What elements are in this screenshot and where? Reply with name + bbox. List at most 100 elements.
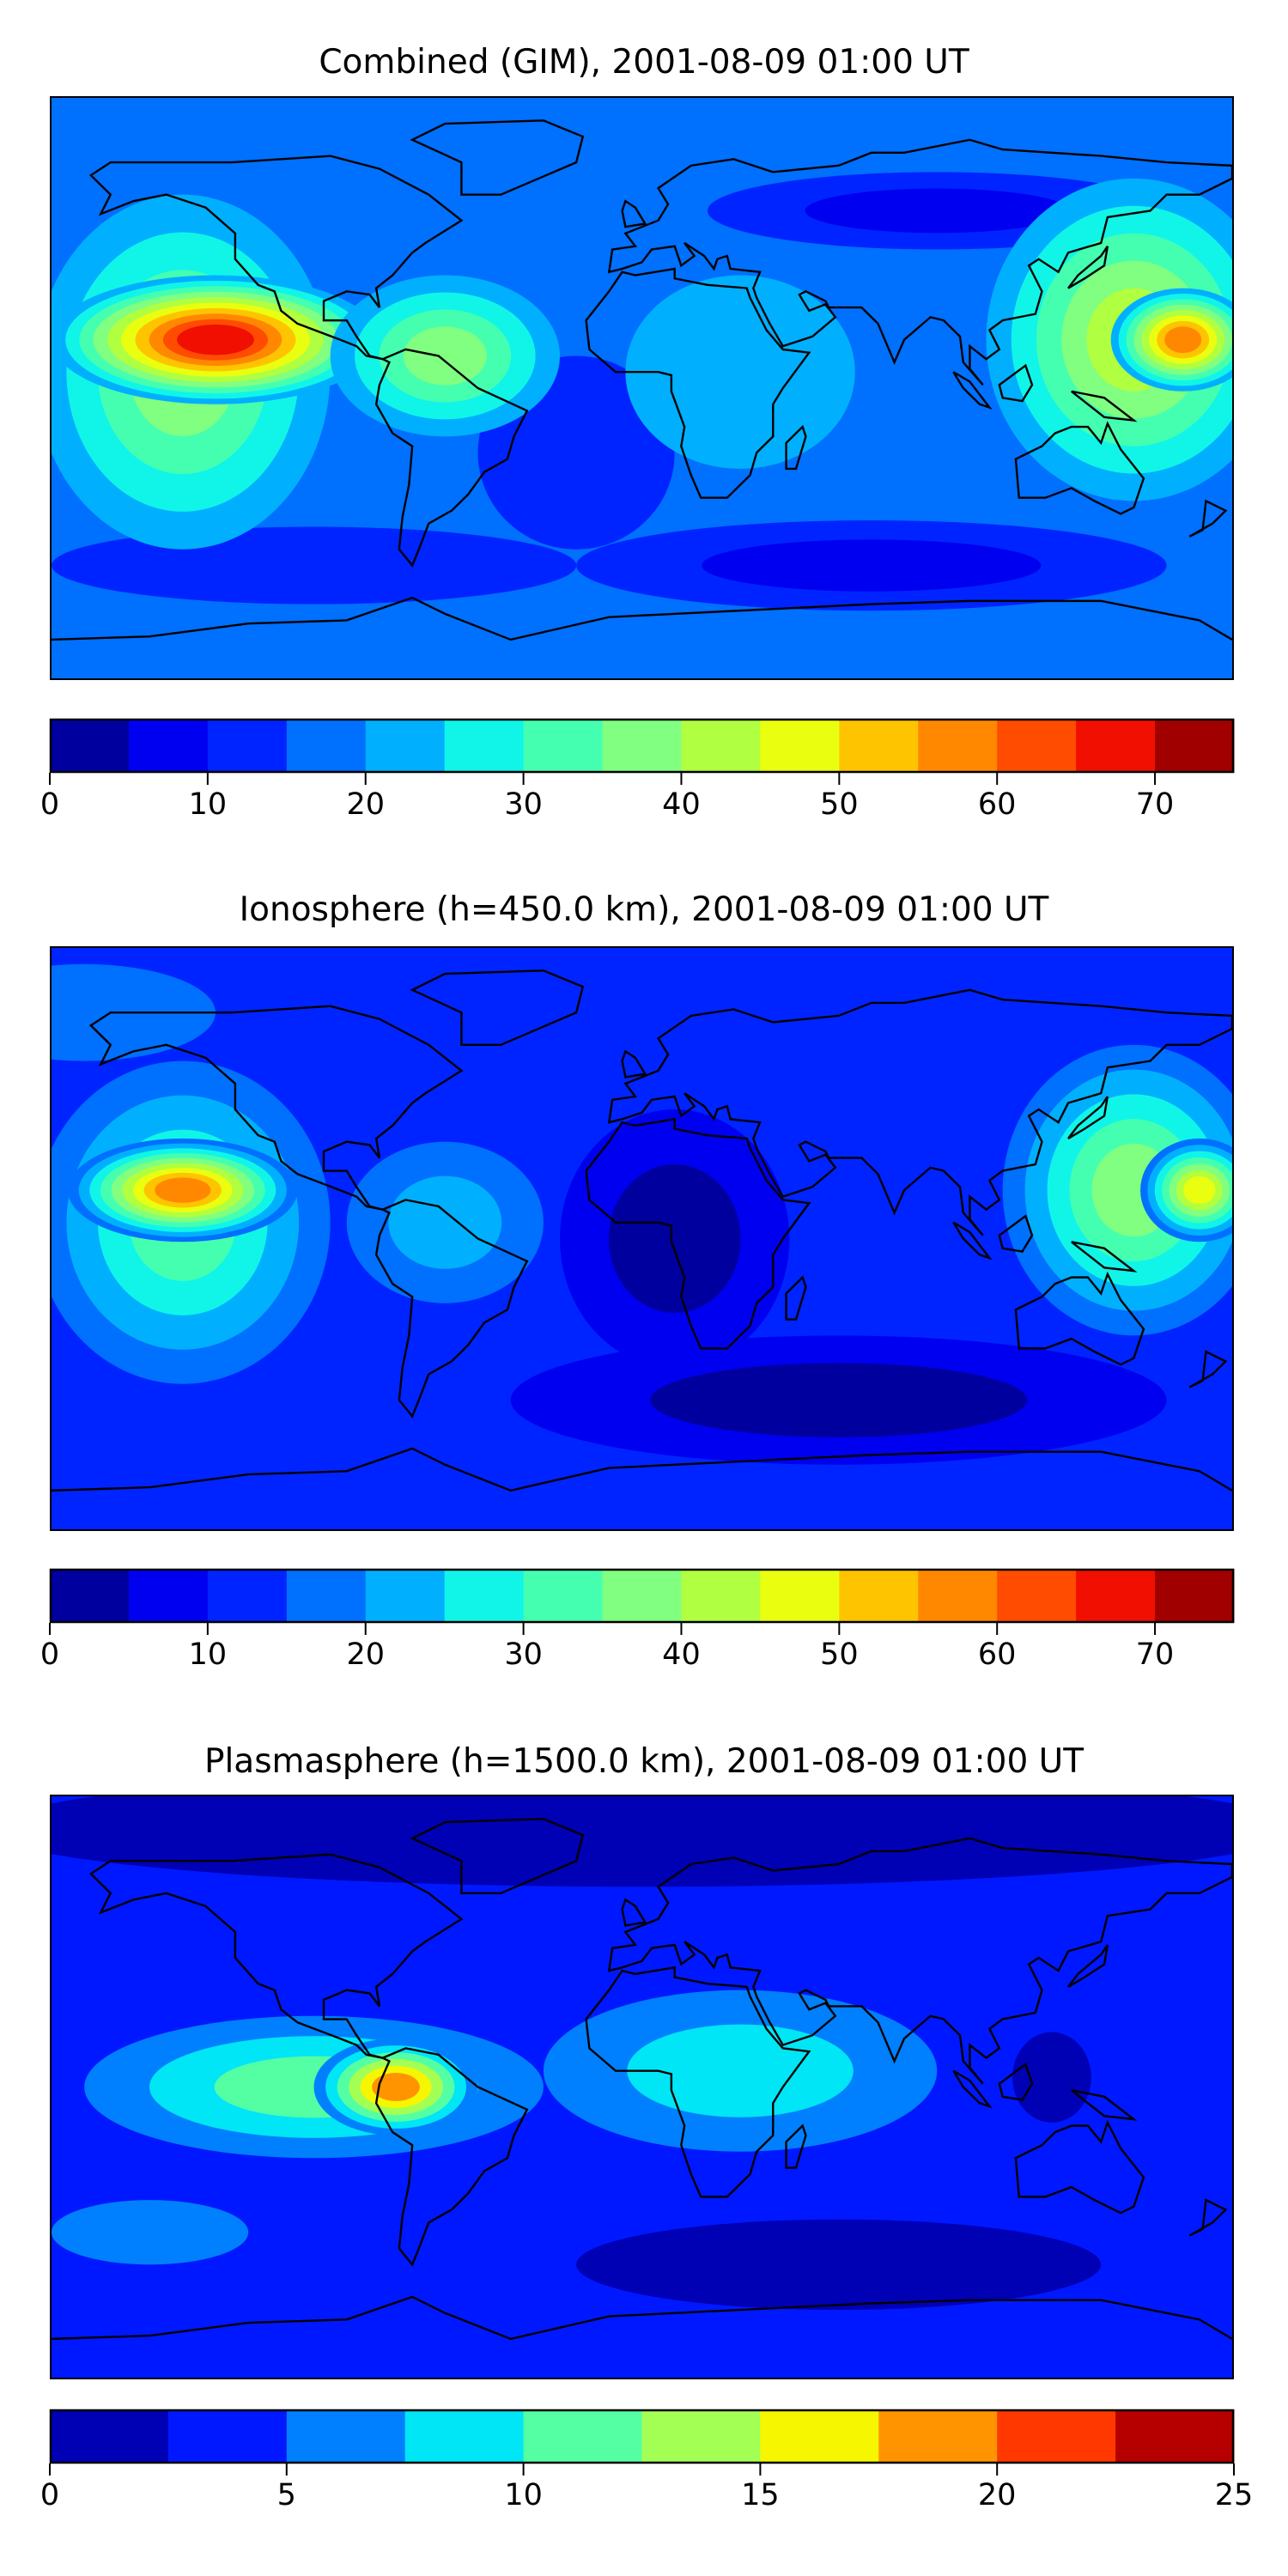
contour-band <box>1183 1176 1216 1205</box>
contour-band <box>388 1176 502 1269</box>
coastline-japan <box>1068 1097 1108 1139</box>
contour-feature <box>560 1109 790 1368</box>
colorbar-tick-label: 60 <box>977 1637 1017 1672</box>
coastline-britain <box>623 1051 646 1077</box>
contour-band <box>608 1163 741 1314</box>
colorbar-segment <box>839 719 919 773</box>
colorbar-frame <box>49 1568 1235 1624</box>
contour-feature <box>1110 288 1232 392</box>
contour-band <box>1164 326 1202 354</box>
colorbar-segment <box>878 2409 998 2464</box>
map-ionosphere <box>50 946 1234 1531</box>
contour-band <box>52 526 577 605</box>
colorbar-segment <box>918 1569 998 1623</box>
coastline-sumatra <box>953 372 989 407</box>
coastline-australia <box>1016 1274 1144 1364</box>
colorbar-segment <box>681 1569 761 1623</box>
colorbar-svg <box>49 718 1235 785</box>
coastline-sumatra <box>953 1223 989 1258</box>
contour-feature <box>543 1990 938 2152</box>
colorbar-tick-label: 70 <box>1135 1637 1175 1672</box>
contour-band <box>372 2073 420 2101</box>
contour-band <box>576 2219 1102 2311</box>
colorbar-segment <box>760 1569 840 1623</box>
coastline-britain <box>623 201 646 227</box>
colorbar-frame <box>49 718 1235 774</box>
colorbar-tick-label: 20 <box>346 787 385 822</box>
coastline-borneo <box>999 366 1032 401</box>
colorbar-segment <box>50 719 130 773</box>
coastline-greenland <box>412 120 583 194</box>
coastline-japan <box>1068 246 1108 289</box>
contour-feature <box>576 2219 1102 2311</box>
map-svg-combined <box>52 98 1232 678</box>
contour-band <box>805 188 1069 234</box>
coastline-eurasia <box>609 140 1232 385</box>
coastline-eurasia <box>609 1838 1232 2084</box>
coastline-new-zealand <box>1189 2200 1225 2235</box>
coastline-africa <box>586 269 810 498</box>
colorbar-tick-label: 10 <box>504 2478 543 2512</box>
colorbar-segment <box>997 719 1077 773</box>
colorbar-tick-label: 50 <box>820 787 859 822</box>
colorbar-segment <box>286 1569 367 1623</box>
coastline-antarctica <box>52 2297 1232 2339</box>
colorbar-segment <box>167 2409 288 2464</box>
coastline-eurasia <box>609 990 1232 1236</box>
colorbar-segment <box>50 1569 130 1623</box>
colorbar-tick-label: 30 <box>504 1637 543 1672</box>
contour-feature <box>1012 2032 1091 2123</box>
colorbar-segment <box>681 719 761 773</box>
coastline-north-america <box>91 156 462 360</box>
colorbar-segment <box>602 1569 682 1623</box>
colorbar-tick-label: 0 <box>39 2478 60 2512</box>
coastline-north-america <box>91 1006 462 1210</box>
contour-feature <box>68 1138 298 1242</box>
contour-band <box>403 326 487 386</box>
colorbar-segment <box>207 1569 288 1623</box>
colorbar-segment <box>1155 719 1235 773</box>
colorbar-segment <box>1155 1569 1235 1623</box>
colorbar-segment <box>207 719 288 773</box>
coastline-britain <box>623 1899 646 1925</box>
colorbar-segment <box>760 2409 879 2464</box>
contour-feature <box>52 2200 249 2265</box>
contour-feature <box>52 275 380 404</box>
colorbar-tick-label: 10 <box>188 787 228 822</box>
map-title-ionosphere: Ionosphere (h=450.0 km), 2001-08-09 01:0… <box>239 890 1049 929</box>
colorbar-tick-label: 10 <box>188 1637 228 1672</box>
colorbar-tick-label: 20 <box>346 1637 385 1672</box>
map-svg-plasmasphere <box>52 1796 1232 2378</box>
contour-feature <box>510 1335 1167 1465</box>
contour-band <box>702 539 1042 592</box>
coastline-new-zealand <box>1189 501 1225 536</box>
colorbar-segment <box>128 1569 209 1623</box>
coastline-south-america <box>376 2048 527 2264</box>
coastline-madagascar <box>787 427 806 469</box>
contour-feature <box>52 526 577 605</box>
colorbar-tick-label: 5 <box>276 2478 296 2512</box>
colorbar-tick-label: 25 <box>1214 2478 1254 2512</box>
contour-band <box>650 1363 1028 1437</box>
coastline-new-guinea <box>1072 1242 1134 1271</box>
colorbar-tick-label: 60 <box>977 787 1017 822</box>
coastlines <box>52 970 1232 1491</box>
coastlines <box>52 1819 1232 2339</box>
coastlines <box>52 120 1232 640</box>
colorbar-segment <box>1115 2409 1235 2464</box>
colorbar-segment <box>128 719 209 773</box>
colorbar-segment <box>50 2409 169 2464</box>
contour-band <box>177 325 254 355</box>
coastline-new-zealand <box>1189 1352 1225 1387</box>
coastline-borneo <box>999 1216 1032 1251</box>
contour-band <box>627 2024 854 2117</box>
colorbar-tick-label: 50 <box>820 1637 859 1672</box>
coastline-south-america <box>376 349 527 566</box>
colorbar-segment <box>444 719 525 773</box>
colorbar-tick-label: 15 <box>741 2478 780 2512</box>
colorbar-svg <box>49 1568 1235 1635</box>
coastline-africa <box>586 1119 810 1348</box>
colorbar-segment <box>286 2409 406 2464</box>
colorbar-segment <box>1076 719 1156 773</box>
colorbar-tick-label: 0 <box>39 1637 60 1672</box>
